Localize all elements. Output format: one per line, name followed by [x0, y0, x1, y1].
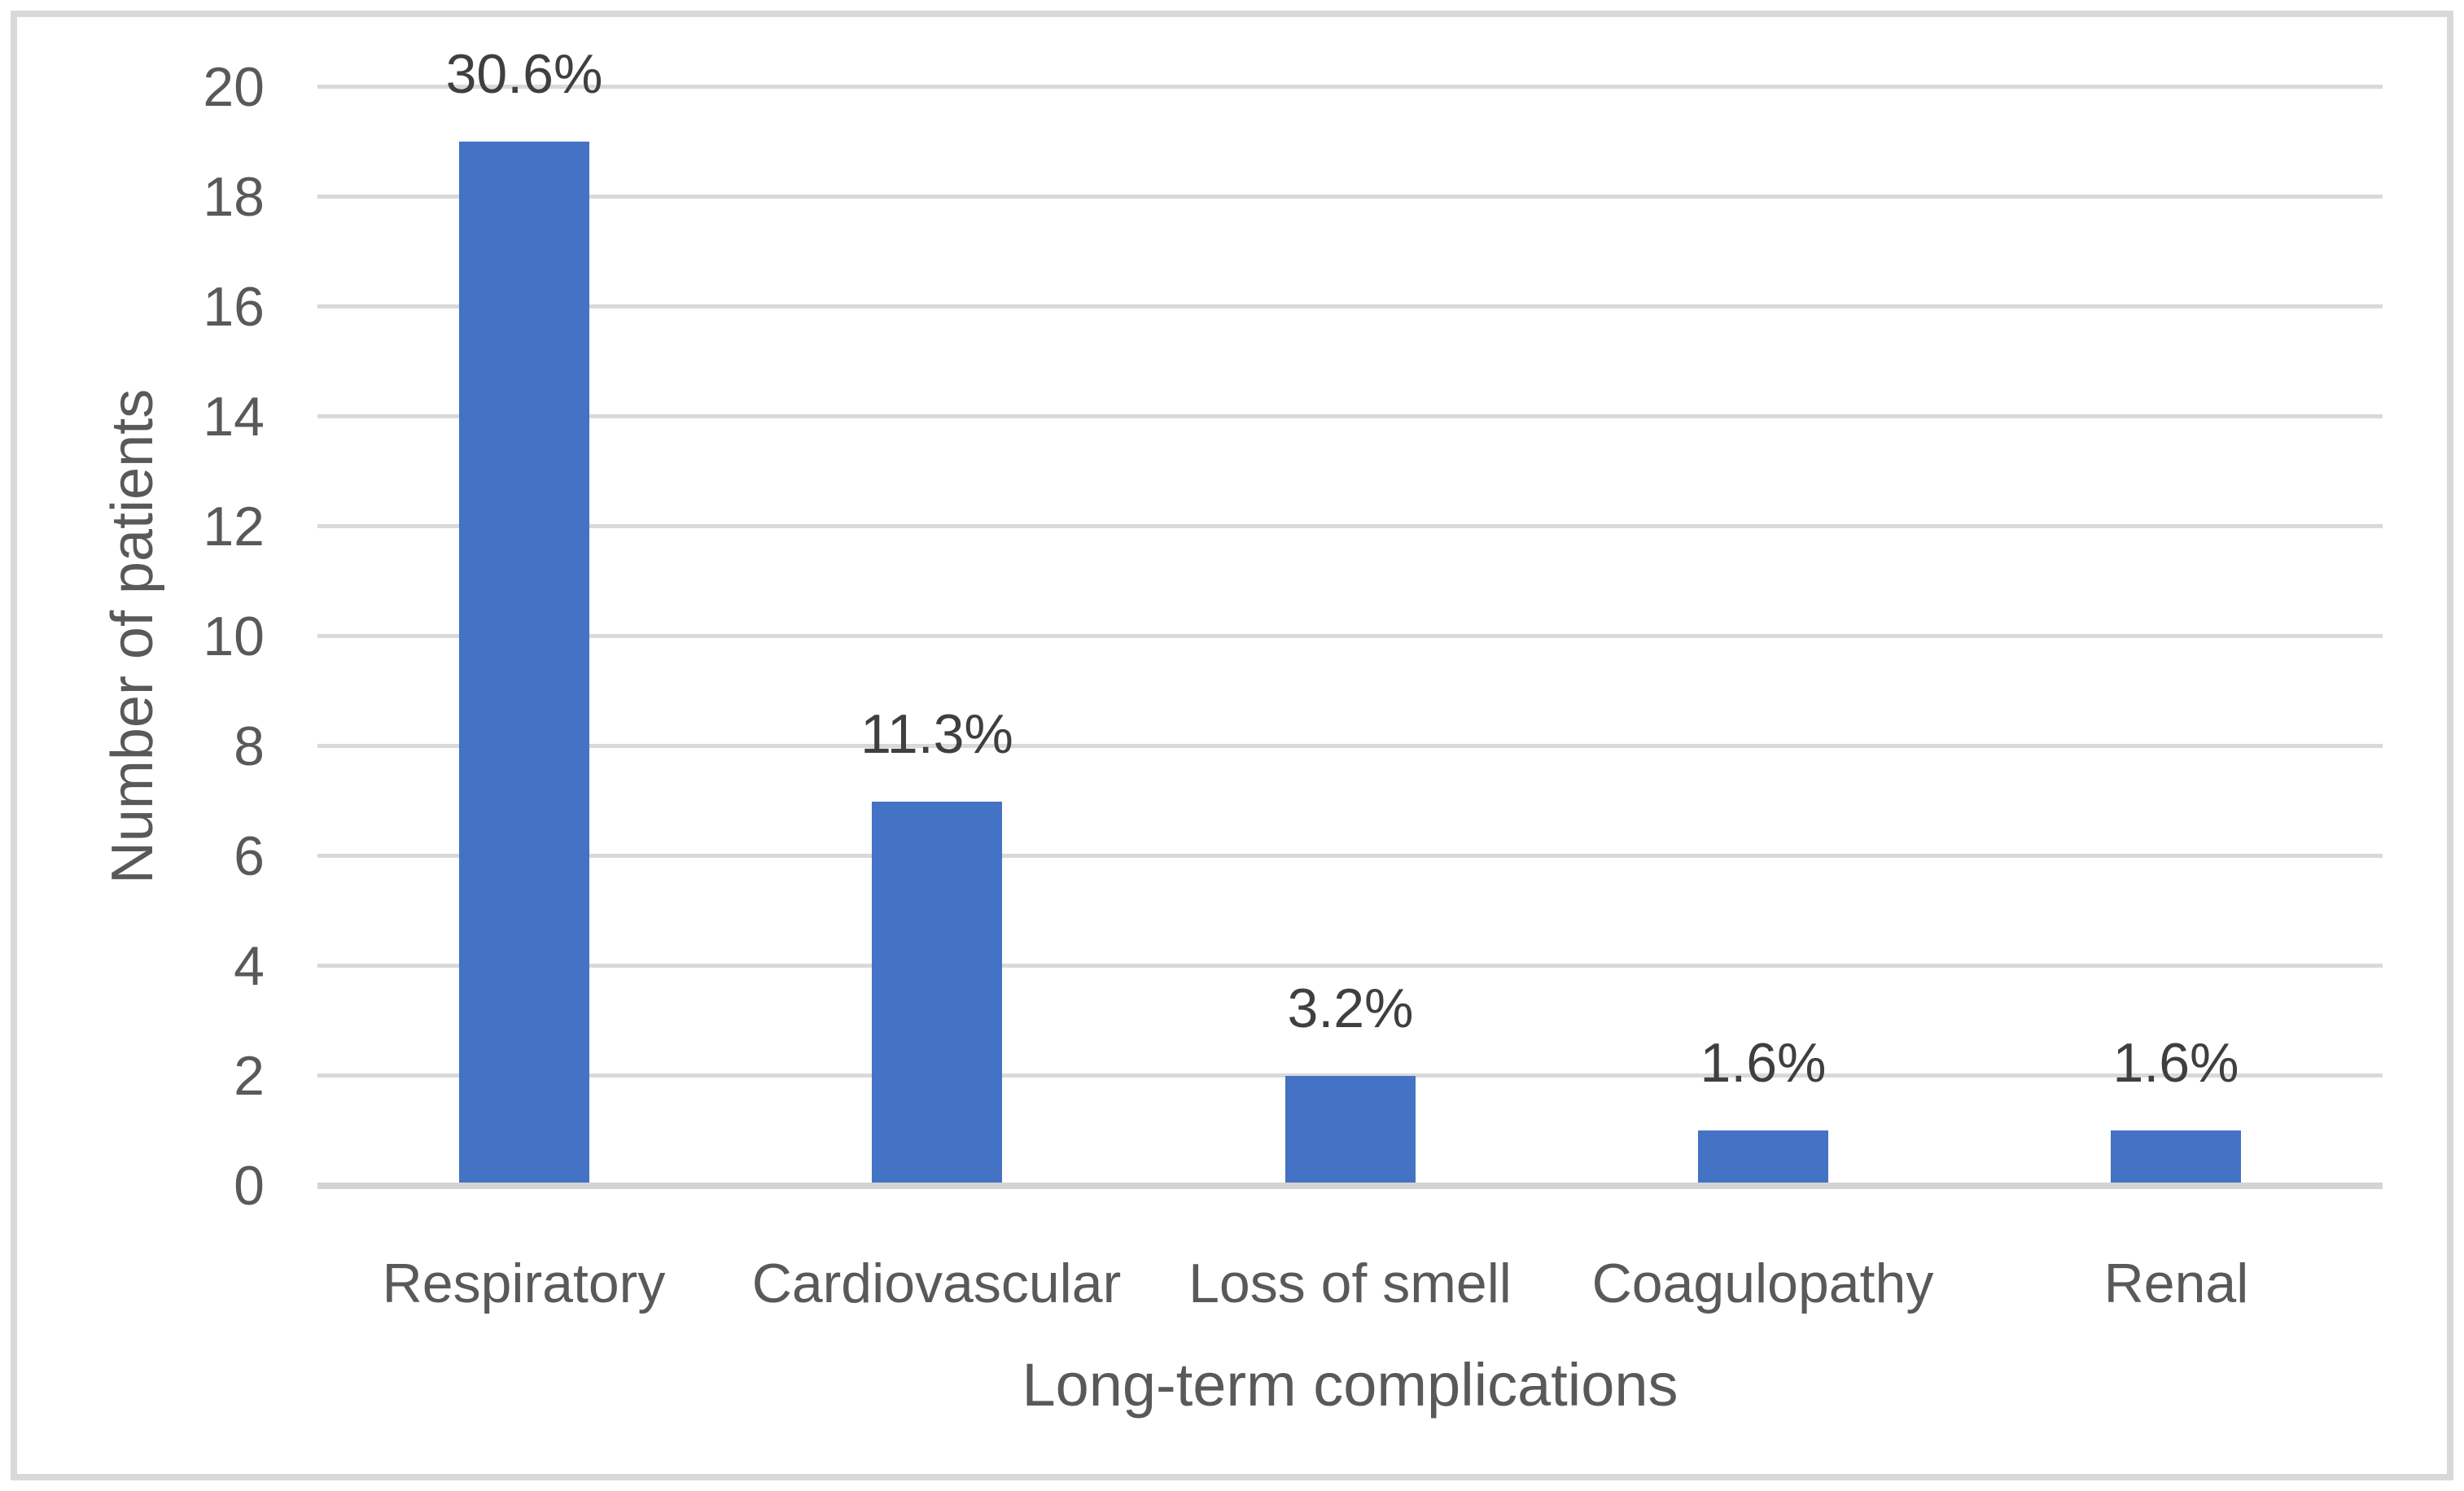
- gridline-y-16: [317, 304, 2383, 308]
- x-category-label-loss-of-smell: Loss of smell: [1188, 1253, 1512, 1314]
- x-category-label-coagulopathy: Coagulopathy: [1591, 1253, 1934, 1314]
- gridline-y-12: [317, 524, 2383, 528]
- gridline-y-20: [317, 85, 2383, 89]
- y-tick-label-16: 16: [203, 276, 265, 338]
- data-label-coagulopathy: 1.6%: [1700, 1032, 1827, 1094]
- y-tick-label-6: 6: [234, 825, 265, 887]
- data-label-cardiovascular: 11.3%: [860, 703, 1013, 765]
- gridline-y-10: [317, 634, 2383, 638]
- gridline-y-14: [317, 414, 2383, 418]
- data-label-respiratory: 30.6%: [445, 43, 603, 105]
- data-label-loss-of-smell: 3.2%: [1287, 977, 1414, 1039]
- gridline-y-2: [317, 1073, 2383, 1078]
- bar-renal: [2111, 1130, 2241, 1186]
- bar-coagulopathy: [1698, 1130, 1828, 1186]
- gridline-y-4: [317, 964, 2383, 968]
- x-category-label-respiratory: Respiratory: [382, 1253, 666, 1314]
- x-category-label-cardiovascular: Cardiovascular: [751, 1253, 1122, 1314]
- data-label-renal: 1.6%: [2112, 1032, 2239, 1094]
- bar-loss-of-smell: [1285, 1076, 1416, 1186]
- y-tick-label-10: 10: [203, 606, 265, 667]
- gridline-y-18: [317, 195, 2383, 199]
- y-tick-label-0: 0: [234, 1155, 265, 1217]
- bar-respiratory: [459, 142, 589, 1186]
- y-tick-label-12: 12: [203, 496, 265, 557]
- bar-cardiovascular: [872, 802, 1002, 1186]
- y-tick-label-8: 8: [234, 715, 265, 777]
- gridline-y-6: [317, 854, 2383, 858]
- gridline-y-8: [317, 744, 2383, 748]
- y-tick-label-2: 2: [234, 1045, 265, 1107]
- x-axis-title: Long-term complications: [1022, 1351, 1678, 1419]
- chart-frame: [11, 11, 2453, 1480]
- y-tick-label-20: 20: [203, 56, 265, 118]
- x-category-label-renal: Renal: [2103, 1253, 2249, 1314]
- y-tick-label-4: 4: [234, 935, 265, 997]
- y-tick-label-14: 14: [203, 386, 265, 448]
- y-tick-label-18: 18: [203, 166, 265, 228]
- x-axis-line: [317, 1183, 2383, 1189]
